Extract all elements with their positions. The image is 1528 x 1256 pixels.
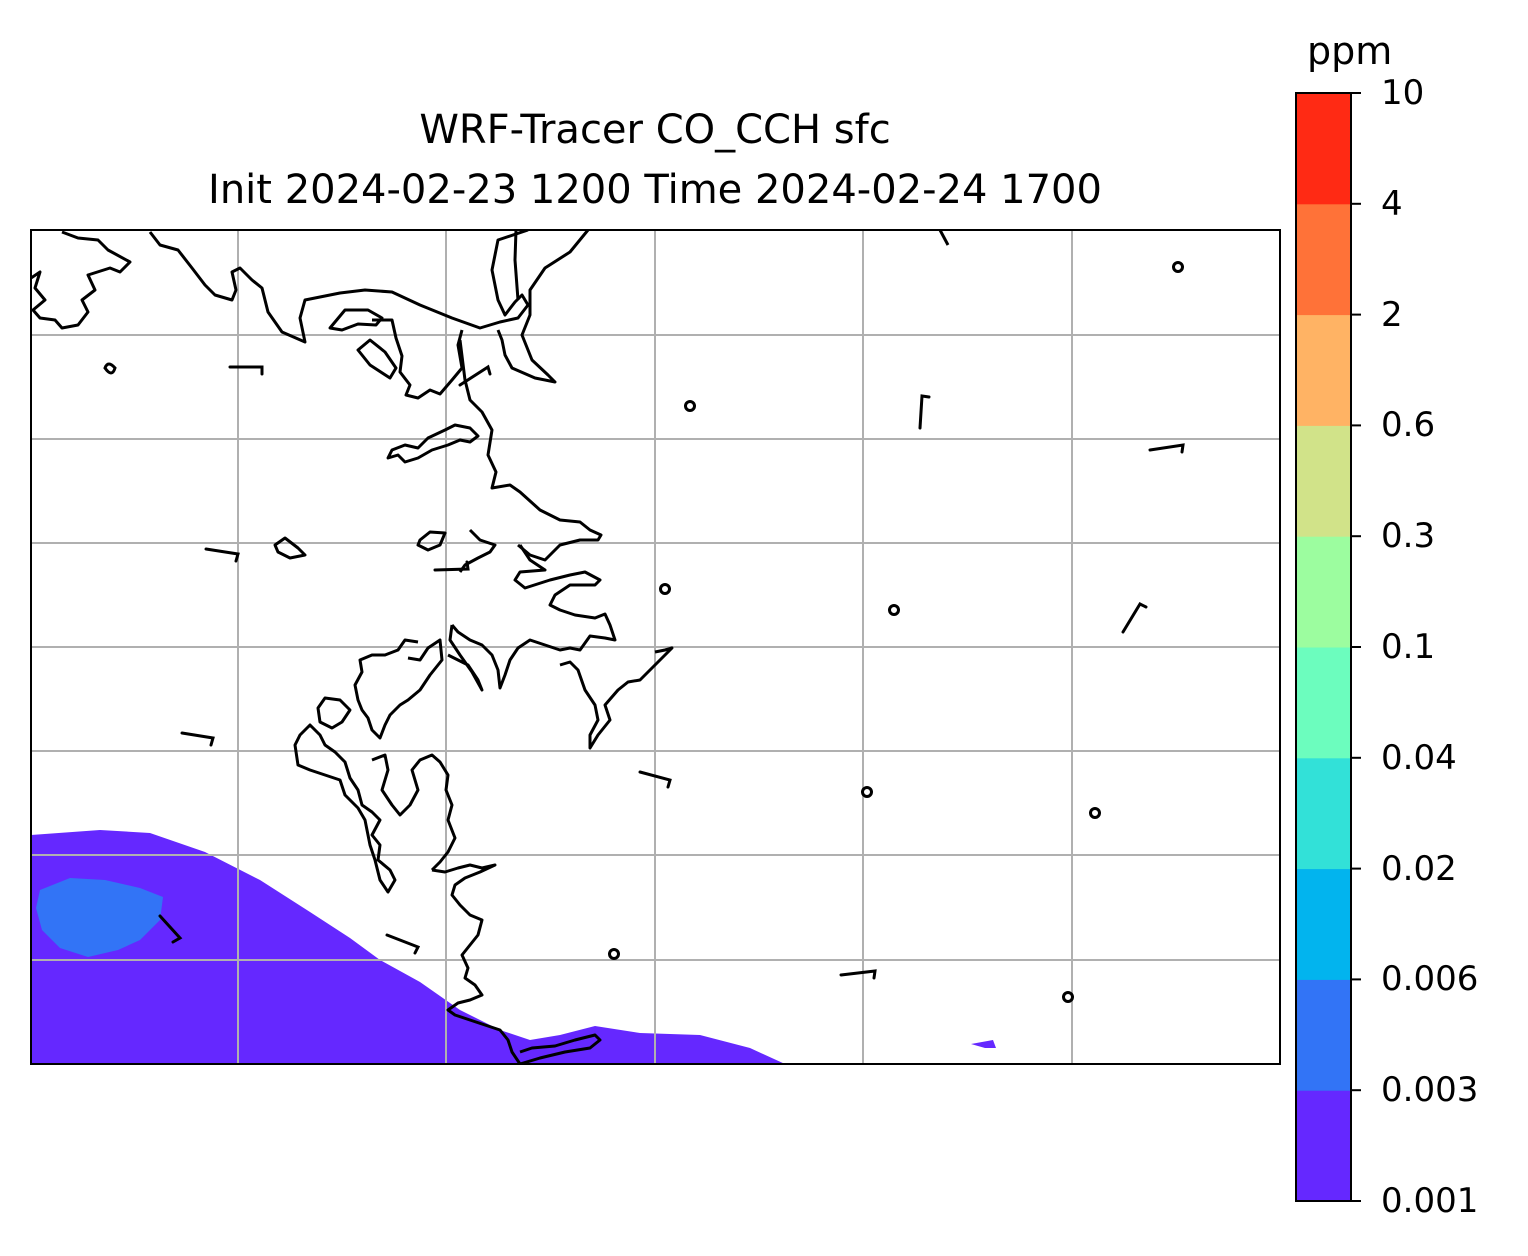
colorbar-band-8 (1296, 203, 1351, 316)
plume-speck (971, 1040, 996, 1048)
colorbar-tick-label: 0.02 (1381, 848, 1457, 889)
map-subtitle: Init 2024-02-23 1200 Time 2024-02-24 170… (208, 167, 1102, 213)
colorbar-band-6 (1296, 425, 1351, 537)
colorbar-band-7 (1296, 314, 1351, 426)
plume-region-core (36, 878, 163, 957)
colorbar-band-2 (1296, 868, 1351, 980)
colorbar-band-3 (1296, 757, 1351, 870)
coastlines (31, 230, 950, 1064)
colorbar-tick-label: 0.001 (1381, 1181, 1479, 1221)
map-frame (30, 229, 1281, 1065)
colorbar-tick-label: 4 (1381, 183, 1403, 224)
colorbar-band-9 (1296, 93, 1351, 205)
colorbar-tick-label: 0.6 (1381, 405, 1436, 446)
plume-region-low (31, 830, 785, 1064)
colorbar-tick-label: 10 (1381, 73, 1425, 113)
colorbar-band-0 (1296, 1090, 1351, 1202)
colorbar-tick-label: 0.003 (1381, 1070, 1479, 1111)
wind-barbs (158, 364, 1185, 980)
colorbar-tick-label: 0.006 (1381, 959, 1479, 1000)
colorbar-tick-label: 0.04 (1381, 737, 1457, 778)
colorbar-tick-label: 0.3 (1381, 516, 1436, 557)
colorbar-band-5 (1296, 536, 1351, 648)
colorbar-unit-label: ppm (1307, 29, 1393, 73)
colorbar-tick-label: 2 (1381, 294, 1403, 335)
colorbar-band-4 (1296, 647, 1351, 759)
gridlines (31, 230, 1280, 1064)
small-islands (103, 261, 1184, 1003)
colorbar-tick-label: 0.1 (1381, 627, 1436, 667)
colorbar-band-1 (1296, 979, 1351, 1091)
map-title: WRF-Tracer CO_CCH sfc (419, 107, 891, 153)
